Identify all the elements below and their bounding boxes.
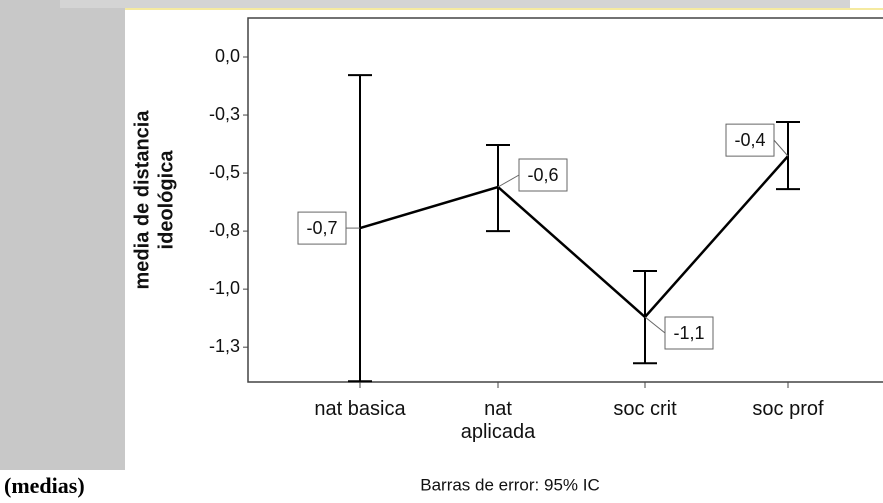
label-box bbox=[297, 211, 347, 245]
y-tick-label: -0,8 bbox=[209, 220, 240, 240]
side-label: (medias) bbox=[4, 473, 85, 498]
y-axis-label: media de distancia bbox=[131, 110, 153, 290]
value-label: -0,4 bbox=[734, 130, 765, 150]
y-tick-label: -0,3 bbox=[209, 104, 240, 124]
label-connector bbox=[773, 139, 789, 157]
value-label: -1,1 bbox=[673, 323, 704, 343]
mean-line bbox=[359, 155, 789, 319]
y-tick-label: 0,0 bbox=[215, 46, 240, 66]
label-box bbox=[518, 158, 568, 192]
top-band bbox=[60, 0, 850, 8]
y-axis-label: ideológica bbox=[155, 150, 177, 250]
x-tick-label: nat aplicada bbox=[460, 398, 536, 443]
footnote: Barras de error: 95% IC bbox=[420, 475, 600, 494]
x-tick-label: nat basica bbox=[314, 398, 406, 420]
label-box bbox=[664, 316, 714, 350]
value-label: -0,6 bbox=[527, 165, 558, 185]
label-connector bbox=[644, 316, 666, 334]
x-tick-label: soc crit bbox=[613, 398, 677, 420]
plot-frame bbox=[247, 17, 883, 383]
y-tick-label: -1,0 bbox=[209, 278, 240, 298]
label-box bbox=[725, 123, 775, 157]
y-tick-label: -0,5 bbox=[209, 162, 240, 182]
value-label: -0,7 bbox=[306, 218, 337, 238]
side-panel bbox=[0, 0, 125, 470]
y-tick-label: -1,3 bbox=[209, 336, 240, 356]
label-connector bbox=[497, 174, 520, 188]
x-tick-label: soc prof bbox=[752, 398, 824, 420]
